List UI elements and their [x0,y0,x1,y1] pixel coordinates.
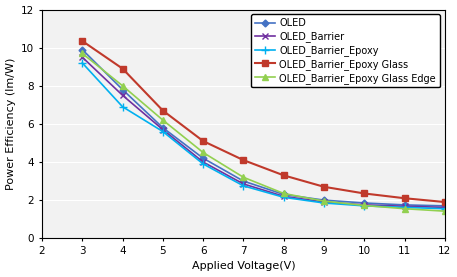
X-axis label: Applied Voltage(V): Applied Voltage(V) [191,261,295,271]
OLED_Barrier_Epoxy Glass Edge [200,151,206,154]
OLED [442,204,447,207]
Line: OLED_Barrier: OLED_Barrier [79,54,448,211]
OLED [321,199,327,202]
OLED_Barrier [361,203,367,207]
OLED_Barrier [200,160,206,164]
OLED_Barrier [80,55,85,59]
OLED_Barrier_Epoxy Glass Edge [120,84,125,88]
OLED_Barrier [281,195,287,198]
OLED_Barrier_Epoxy Glass [80,39,85,43]
OLED_Barrier_Epoxy [120,105,125,108]
OLED_Barrier_Epoxy Glass Edge [321,199,327,203]
OLED_Barrier_Epoxy [241,184,246,188]
OLED_Barrier [402,205,407,208]
OLED [120,88,125,91]
OLED_Barrier [321,200,327,204]
OLED [200,157,206,160]
OLED_Barrier_Epoxy Glass [241,158,246,162]
OLED_Barrier_Epoxy Glass [120,67,125,70]
Line: OLED_Barrier_Epoxy Glass: OLED_Barrier_Epoxy Glass [80,38,447,205]
OLED_Barrier_Epoxy [402,206,407,209]
OLED [80,48,85,51]
OLED_Barrier_Epoxy Glass Edge [442,209,447,213]
Line: OLED_Barrier_Epoxy Glass Edge: OLED_Barrier_Epoxy Glass Edge [80,51,447,214]
OLED_Barrier_Epoxy Glass [160,109,165,112]
OLED_Barrier_Epoxy [200,162,206,166]
OLED_Barrier_Epoxy Glass Edge [80,52,85,55]
OLED_Barrier_Epoxy [361,204,367,207]
OLED_Barrier_Epoxy Glass [200,139,206,143]
OLED_Barrier [241,182,246,186]
Legend: OLED, OLED_Barrier, OLED_Barrier_Epoxy, OLED_Barrier_Epoxy Glass, OLED_Barrier_E: OLED, OLED_Barrier, OLED_Barrier_Epoxy, … [251,14,440,88]
OLED [361,201,367,205]
OLED_Barrier_Epoxy Glass [321,185,327,188]
OLED_Barrier_Epoxy Glass [402,197,407,200]
Y-axis label: Power Efficiency (lm/W): Power Efficiency (lm/W) [5,58,16,190]
OLED [281,193,287,196]
OLED_Barrier_Epoxy [442,207,447,210]
OLED_Barrier_Epoxy Glass [281,174,287,177]
OLED_Barrier_Epoxy [160,130,165,133]
OLED_Barrier [160,128,165,131]
OLED_Barrier_Epoxy Glass Edge [241,176,246,179]
OLED [160,126,165,129]
OLED_Barrier_Epoxy Glass [361,192,367,195]
Line: OLED: OLED [80,47,447,208]
OLED_Barrier_Epoxy [80,61,85,65]
OLED_Barrier_Epoxy Glass [442,200,447,204]
OLED_Barrier_Epoxy Glass Edge [160,119,165,122]
OLED_Barrier_Epoxy Glass Edge [281,192,287,195]
OLED_Barrier [120,94,125,97]
Line: OLED_Barrier_Epoxy: OLED_Barrier_Epoxy [78,59,449,213]
OLED_Barrier_Epoxy [281,196,287,199]
OLED [241,179,246,183]
OLED_Barrier_Epoxy [321,201,327,205]
OLED_Barrier_Epoxy Glass Edge [402,207,407,210]
OLED [402,203,407,207]
OLED_Barrier [442,206,447,209]
OLED_Barrier_Epoxy Glass Edge [361,204,367,207]
